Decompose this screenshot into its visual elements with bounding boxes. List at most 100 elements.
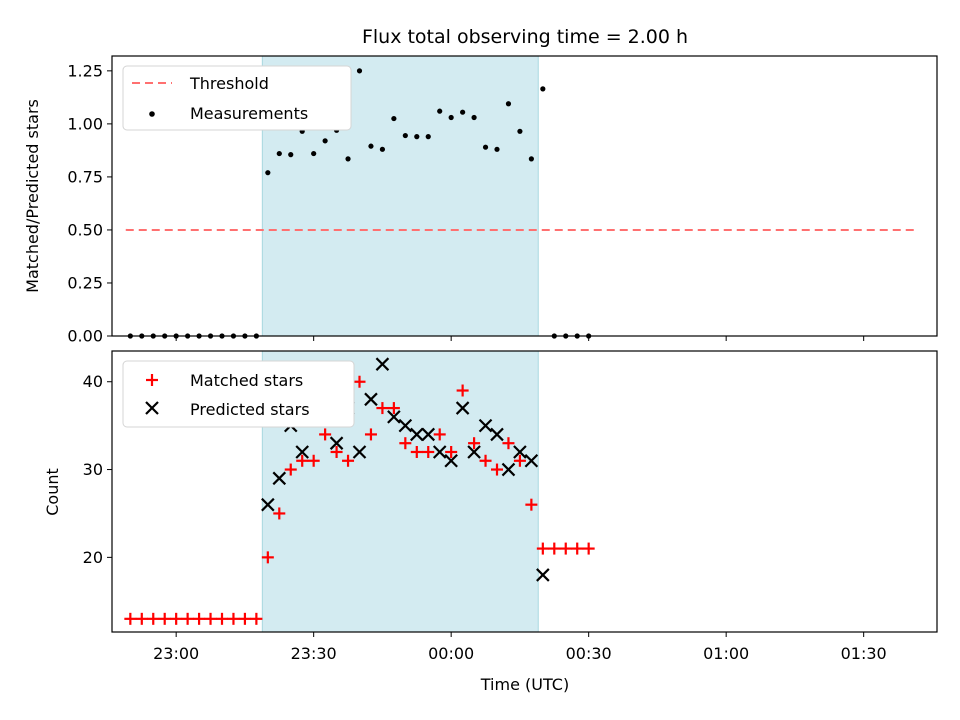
measurement-point — [482, 144, 489, 150]
matched-point — [399, 437, 412, 450]
matched-point — [227, 612, 240, 625]
predicted-point — [467, 445, 481, 459]
legend-predicted-label: Predicted stars — [190, 400, 310, 419]
bottom-y-axis-label: Count — [43, 468, 62, 516]
matched-point — [342, 454, 355, 467]
matched-point — [307, 454, 320, 467]
predicted-point — [375, 357, 390, 371]
matched-point — [548, 542, 561, 555]
legend-measurements-label: Measurements — [190, 104, 308, 123]
x-tick-label: 00:30 — [566, 644, 612, 663]
predicted-point — [432, 445, 447, 459]
measurement-point — [505, 101, 512, 107]
bottom-y-tick-label: 30 — [83, 460, 103, 479]
top-panel: 0.00 0.25 0.50 0.75 1.00 1.25 Matched/Predict… — [23, 55, 938, 346]
top-plot-frame — [111, 55, 938, 337]
bottom-plot-frame — [111, 350, 938, 633]
matched-point — [135, 612, 148, 625]
matched-points — [124, 375, 595, 625]
predicted-point — [352, 445, 367, 459]
matched-point — [513, 454, 526, 467]
measurement-point — [471, 114, 477, 121]
matched-point — [445, 445, 458, 458]
predicted-point — [272, 471, 287, 486]
matched-point — [571, 542, 584, 555]
measurement-point — [345, 156, 351, 162]
matched-point — [296, 454, 309, 467]
predicted-point — [421, 427, 436, 442]
predicted-point — [501, 462, 516, 477]
bottom-legend-box — [122, 360, 355, 428]
legend-matched-label: Matched stars — [190, 371, 303, 390]
x-tick-label: 00:00 — [428, 644, 474, 663]
predicted-point — [261, 497, 275, 512]
matched-point — [582, 542, 595, 555]
predicted-point — [455, 401, 470, 415]
measurement-point — [368, 143, 374, 149]
measurement-point — [540, 86, 546, 92]
x-axis-label: Time (UTC) — [480, 675, 569, 694]
matched-point — [319, 428, 332, 441]
legend-threshold-label: Threshold — [189, 74, 269, 93]
x-tick-label: 01:00 — [703, 644, 749, 663]
predicted-point — [478, 418, 493, 433]
matched-point — [491, 463, 503, 476]
predicted-point — [524, 453, 539, 468]
matched-point — [468, 437, 481, 450]
measurement-point — [402, 132, 408, 139]
measurement-point — [425, 134, 431, 140]
matched-point — [250, 612, 263, 625]
legend-predicted-swatch — [145, 401, 159, 415]
matched-point — [181, 612, 194, 625]
predicted-point — [295, 445, 309, 459]
top-y-tick-label: 0.75 — [67, 167, 103, 186]
matched-point — [387, 402, 400, 415]
bottom-y-tick-label: 20 — [83, 548, 103, 567]
matched-point — [502, 437, 515, 450]
matched-point — [422, 445, 435, 458]
predicted-point — [364, 392, 378, 407]
x-tick-label: 23:00 — [153, 644, 199, 663]
top-y-tick-label: 1.25 — [67, 61, 103, 80]
x-tick-label: 23:30 — [291, 644, 337, 663]
x-tick-label: 01:30 — [841, 644, 887, 663]
measurement-point — [311, 150, 317, 157]
measurement-point — [265, 170, 271, 176]
top-y-tick-label: 1.00 — [67, 114, 103, 133]
top-legend-box — [122, 65, 352, 131]
measurement-point — [517, 128, 523, 134]
bottom-y-tick-label: 40 — [83, 372, 103, 391]
predicted-point — [513, 445, 527, 459]
top-x-ticks — [175, 336, 865, 341]
matched-point — [170, 612, 183, 625]
matched-point — [479, 454, 492, 467]
matched-point — [525, 498, 538, 511]
measurement-point — [391, 115, 397, 122]
matched-point — [559, 542, 572, 555]
top-y-tick-label: 0.00 — [67, 327, 103, 346]
matched-point — [364, 428, 377, 441]
predicted-point — [329, 436, 344, 450]
matched-point — [193, 612, 206, 625]
predicted-point — [410, 427, 424, 442]
top-y-axis-label: Matched/Predicted stars — [23, 99, 42, 293]
top-y-tick-label: 0.50 — [67, 220, 103, 239]
bottom-y-axis: 20 30 40 — [83, 372, 112, 567]
matched-point — [284, 463, 297, 476]
matched-point — [330, 445, 343, 458]
matched-point — [124, 612, 137, 625]
top-y-tick-label: 0.25 — [67, 273, 103, 292]
predicted-point — [387, 410, 401, 424]
measurement-point — [448, 114, 454, 121]
measurement-point — [414, 134, 420, 140]
measurement-point — [288, 152, 294, 158]
matched-point — [353, 375, 366, 388]
measurement-point — [460, 109, 466, 115]
matched-point — [376, 402, 389, 415]
predicted-point — [398, 418, 413, 433]
matched-point — [147, 612, 160, 625]
matched-point — [238, 612, 251, 625]
